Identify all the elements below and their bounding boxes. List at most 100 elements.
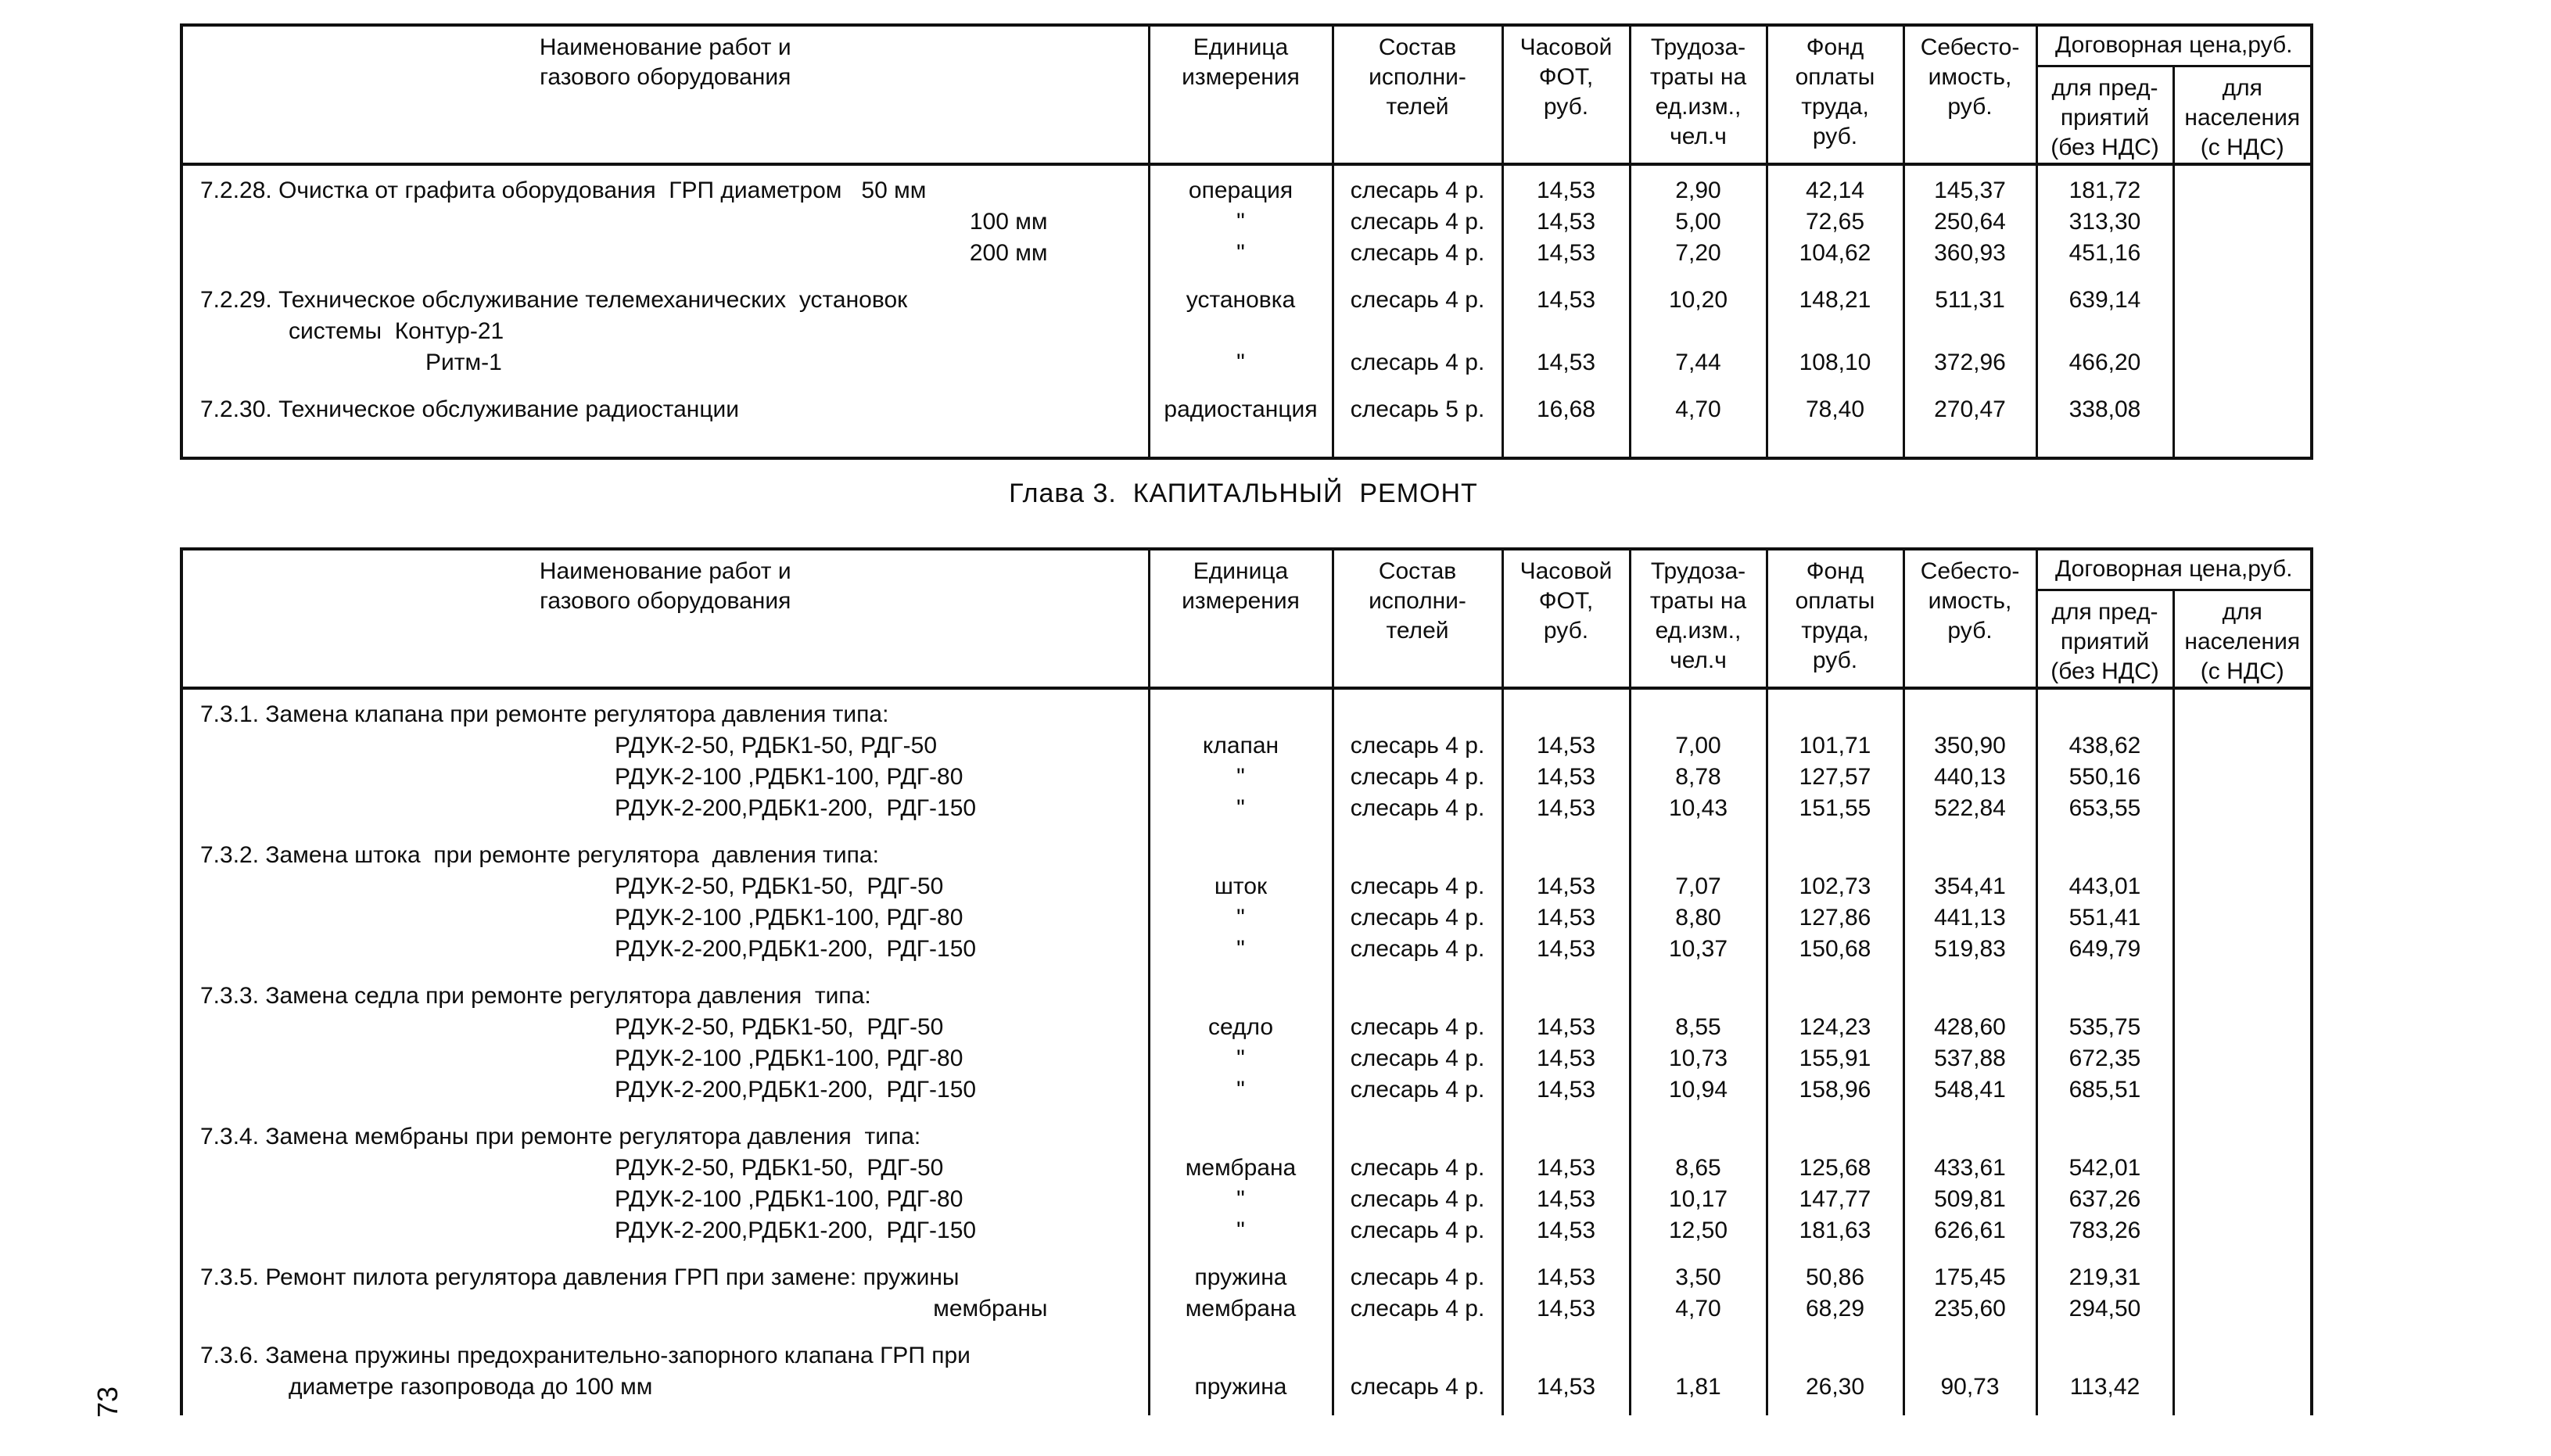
cell-fot: 14,53 xyxy=(1501,1371,1631,1415)
cell-labor: 10,43 xyxy=(1628,792,1768,824)
cell-name: 100 мм xyxy=(183,206,1150,238)
table-row: РДУК-2-200,РДБК1-200, РДГ-150 " слесарь 4 … xyxy=(183,933,2310,965)
cell-pop xyxy=(2172,1152,2310,1184)
cell-cost xyxy=(1902,315,2038,347)
cell-pop xyxy=(2172,902,2310,934)
cell-labor: 7,00 xyxy=(1628,730,1768,762)
cell-crew: слесарь 4 р. xyxy=(1331,346,1504,378)
cell-crew xyxy=(1331,823,1504,871)
cell-fund: 127,86 xyxy=(1765,902,1905,934)
price-table: Наименование работ и газового оборудован… xyxy=(183,27,2310,457)
cell-fund: 155,91 xyxy=(1765,1042,1905,1074)
cell-crew xyxy=(1331,687,1504,730)
cell-unit: установка xyxy=(1147,268,1334,316)
col-header-unit: Единица измерения xyxy=(1147,27,1334,166)
cell-crew: слесарь 4 р. xyxy=(1331,933,1504,965)
cell-fund: 72,65 xyxy=(1765,206,1905,238)
table-row: 7.3.6. Замена пружины предохранительно-з… xyxy=(183,1324,2310,1372)
cell-fot: 14,53 xyxy=(1501,1152,1631,1184)
col-header-unit: Единица измерения xyxy=(1147,550,1334,690)
price-table-maintenance: Наименование работ и газового оборудован… xyxy=(180,23,2313,460)
cell-labor xyxy=(1628,964,1768,1012)
cell-cost: 90,73 xyxy=(1902,1371,2038,1415)
cell-fund: 150,68 xyxy=(1765,933,1905,965)
cell-fot: 14,53 xyxy=(1501,792,1631,824)
cell-fund: 108,10 xyxy=(1765,346,1905,378)
cell-name: РДУК-2-50, РДБК1-50, РДГ-50 xyxy=(183,1011,1150,1043)
cell-ent: 550,16 xyxy=(2035,761,2175,793)
col-header-contract-price: Договорная цена,руб. xyxy=(2035,550,2310,591)
page-number: 73 xyxy=(91,1386,124,1418)
cell-cost: 548,41 xyxy=(1902,1074,2038,1106)
cell-name: РДУК-2-100 ,РДБК1-100, РДГ-80 xyxy=(183,1042,1150,1074)
cell-fund: 102,73 xyxy=(1765,870,1905,902)
price-table-capital-repair: Наименование работ и газового оборудован… xyxy=(180,547,2313,1415)
cell-crew: слесарь 4 р. xyxy=(1331,730,1504,762)
cell-crew: слесарь 4 р. xyxy=(1331,1042,1504,1074)
cell-cost: 354,41 xyxy=(1902,870,2038,902)
cell-crew: слесарь 4 р. xyxy=(1331,761,1504,793)
col-header-name: Наименование работ и газового оборудован… xyxy=(183,550,1150,690)
cell-labor xyxy=(1628,1105,1768,1153)
cell-labor: 4,70 xyxy=(1628,1293,1768,1325)
cell-cost: 626,61 xyxy=(1902,1214,2038,1246)
col-header-name: Наименование работ и газового оборудован… xyxy=(183,27,1150,166)
cell-ent: 535,75 xyxy=(2035,1011,2175,1043)
cell-crew: слесарь 5 р. xyxy=(1331,378,1504,457)
cell-crew: слесарь 4 р. xyxy=(1331,870,1504,902)
cell-labor: 1,81 xyxy=(1628,1371,1768,1415)
cell-unit: " xyxy=(1147,1042,1334,1074)
cell-fot: 14,53 xyxy=(1501,206,1631,238)
cell-unit xyxy=(1147,823,1334,871)
cell-name: диаметре газопровода до 100 мм xyxy=(183,1371,1150,1415)
cell-pop xyxy=(2172,268,2310,316)
cell-fot: 14,53 xyxy=(1501,346,1631,378)
cell-ent xyxy=(2035,687,2175,730)
cell-cost: 270,47 xyxy=(1902,378,2038,457)
cell-cost xyxy=(1902,964,2038,1012)
cell-fund: 50,86 xyxy=(1765,1246,1905,1293)
cell-fund xyxy=(1765,1105,1905,1153)
cell-cost: 175,45 xyxy=(1902,1246,2038,1293)
cell-fot: 14,53 xyxy=(1501,1183,1631,1215)
cell-pop xyxy=(2172,1246,2310,1293)
col-header-labor: Трудоза- траты на ед.изм., чел.ч xyxy=(1628,27,1768,166)
cell-ent: 551,41 xyxy=(2035,902,2175,934)
cell-name: РДУК-2-50, РДБК1-50, РДГ-50 xyxy=(183,870,1150,902)
cell-name: РДУК-2-50, РДБК1-50, РДГ-50 xyxy=(183,1152,1150,1184)
cell-pop xyxy=(2172,1324,2310,1372)
table-body: 7.2.28. Очистка от графита оборудования … xyxy=(183,163,2310,457)
cell-labor: 3,50 xyxy=(1628,1246,1768,1293)
cell-name: 7.2.28. Очистка от графита оборудования … xyxy=(183,163,1150,206)
cell-unit: операция xyxy=(1147,163,1334,206)
cell-name: РДУК-2-200,РДБК1-200, РДГ-150 xyxy=(183,933,1150,965)
cell-cost xyxy=(1902,687,2038,730)
cell-labor: 10,73 xyxy=(1628,1042,1768,1074)
cell-fund: 147,77 xyxy=(1765,1183,1905,1215)
col-header-cost: Себесто- имость, руб. xyxy=(1902,27,2038,166)
col-header-labor: Трудоза- траты на ед.изм., чел.ч xyxy=(1628,550,1768,690)
cell-fot: 14,53 xyxy=(1501,902,1631,934)
cell-fund: 26,30 xyxy=(1765,1371,1905,1415)
cell-pop xyxy=(2172,730,2310,762)
cell-labor xyxy=(1628,1324,1768,1372)
col-header-price-population: для населения (с НДС) xyxy=(2172,66,2310,166)
cell-unit: мембрана xyxy=(1147,1293,1334,1325)
col-header-hourly-fot: Часовой ФОТ, руб. xyxy=(1501,550,1631,690)
cell-crew: слесарь 4 р. xyxy=(1331,1293,1504,1325)
table-body: 7.3.1. Замена клапана при ремонте регуля… xyxy=(183,687,2310,1415)
table-row: РДУК-2-200,РДБК1-200, РДГ-150 " слесарь 4 … xyxy=(183,1074,2310,1106)
cell-fot xyxy=(1501,1105,1631,1153)
cell-unit: мембрана xyxy=(1147,1152,1334,1184)
table-row: 100 мм " слесарь 4 р. 14,53 5,00 72,65 250,64 3… xyxy=(183,206,2310,238)
cell-unit: " xyxy=(1147,902,1334,934)
cell-ent: 672,35 xyxy=(2035,1042,2175,1074)
cell-labor: 7,20 xyxy=(1628,237,1768,269)
cell-unit xyxy=(1147,315,1334,347)
table-row: 7.2.28. Очистка от графита оборудования … xyxy=(183,163,2310,206)
cell-unit: седло xyxy=(1147,1011,1334,1043)
cell-fund: 124,23 xyxy=(1765,1011,1905,1043)
cell-pop xyxy=(2172,346,2310,378)
cell-unit: пружина xyxy=(1147,1246,1334,1293)
